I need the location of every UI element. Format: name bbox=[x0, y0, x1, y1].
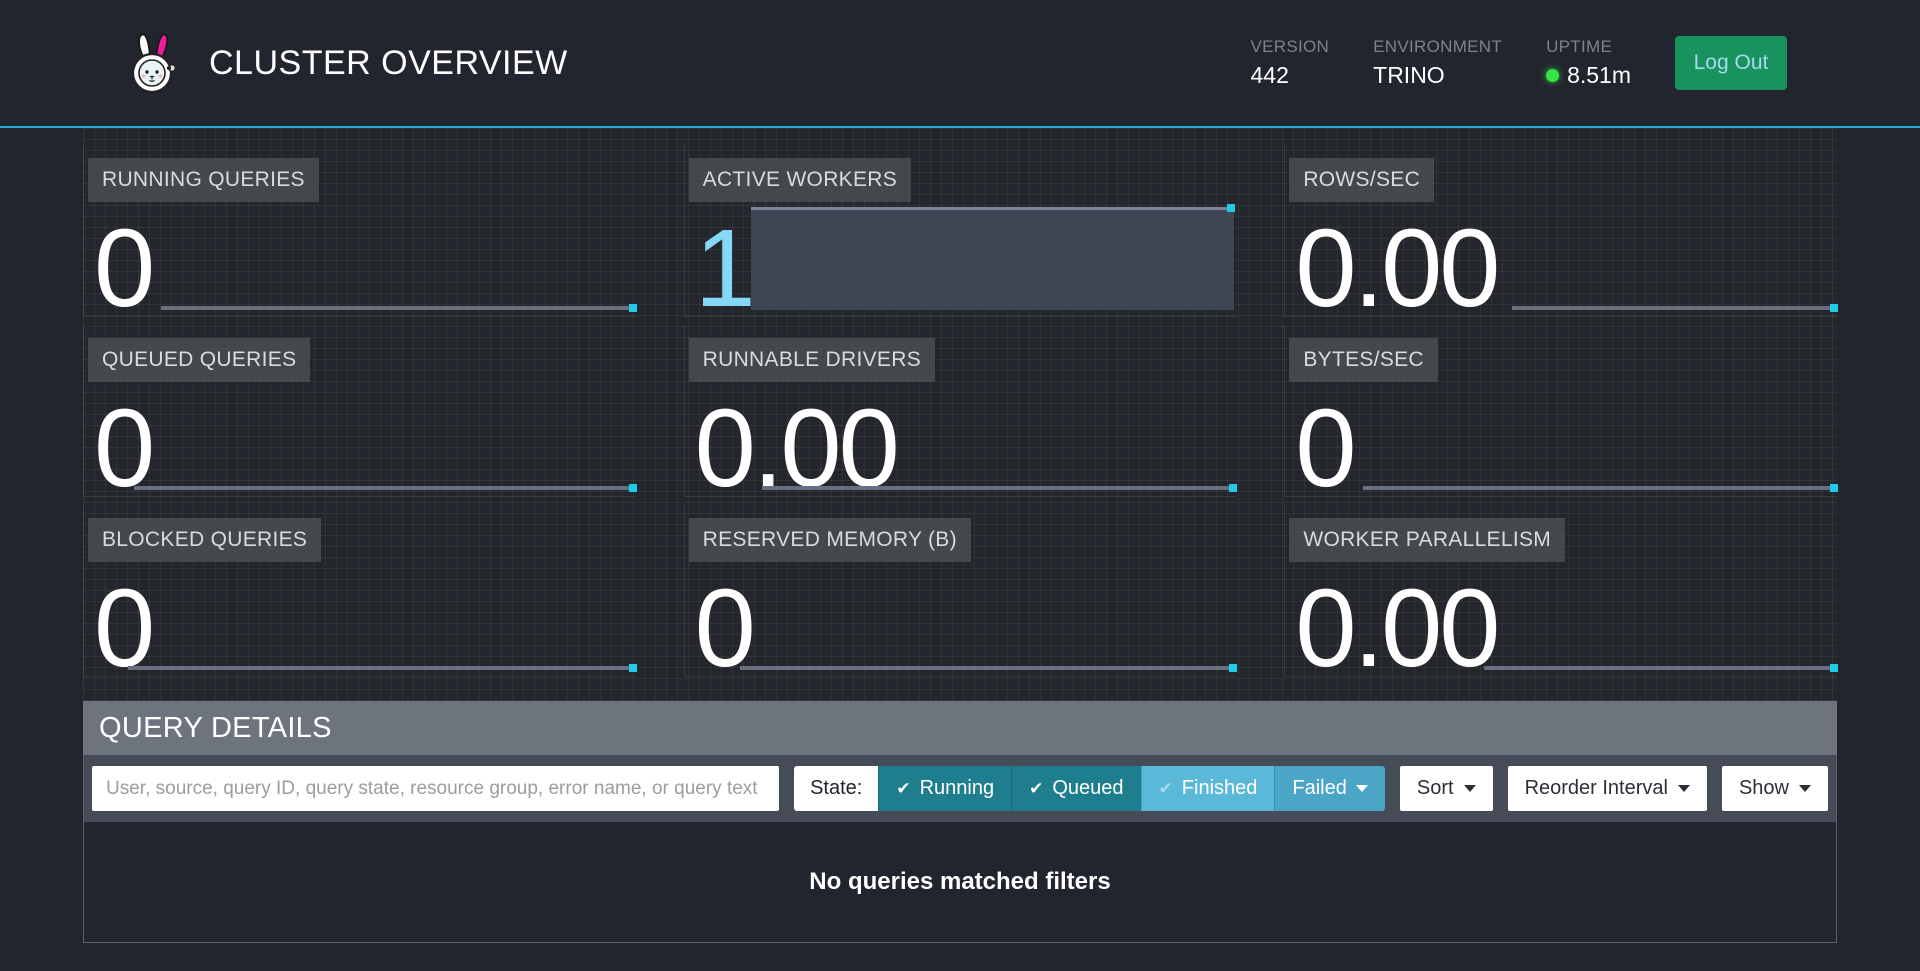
metric-value: 0 bbox=[1295, 386, 1356, 510]
metric-value: 0.00 bbox=[694, 386, 900, 510]
uptime-label: UPTIME bbox=[1546, 37, 1613, 56]
metric-value: 0 bbox=[94, 386, 155, 510]
active-workers-bar-chart bbox=[750, 204, 1235, 310]
header-brand: CLUSTER OVERVIEW bbox=[83, 31, 568, 95]
metric-value: 0 bbox=[694, 566, 756, 690]
sparkline-chart bbox=[161, 304, 638, 312]
sort-label: Sort bbox=[1416, 777, 1454, 799]
sparkline-chart bbox=[739, 664, 1237, 672]
app-header: CLUSTER OVERVIEW VERSION 442 ENVIRONMENT… bbox=[0, 0, 1920, 128]
caret-down-icon bbox=[1677, 785, 1690, 792]
metric-label: BYTES/SEC bbox=[1289, 338, 1438, 382]
state-filter-queued-label: Queued bbox=[1052, 777, 1124, 799]
metric-card-reserved-memory: RESERVED MEMORY (B) 0 bbox=[683, 505, 1237, 690]
sort-dropdown-button[interactable]: Sort bbox=[1399, 766, 1493, 811]
state-filter-finished[interactable]: ✔ Finished bbox=[1140, 766, 1275, 811]
check-icon: ✔ bbox=[896, 778, 911, 798]
metric-value: 0.00 bbox=[1295, 206, 1500, 330]
version-value: 442 bbox=[1250, 62, 1289, 88]
state-filter-running[interactable]: ✔ Running bbox=[878, 766, 1012, 811]
sparkline-chart bbox=[1362, 484, 1839, 492]
sparkline-chart bbox=[1483, 664, 1839, 672]
state-filter-label: State: bbox=[794, 766, 879, 811]
uptime-status-dot-icon bbox=[1546, 69, 1560, 82]
query-details-panel: State: ✔ Running ✔ Queued ✔ Finished Fai… bbox=[83, 755, 1837, 943]
metric-card-running-queries: RUNNING QUERIES 0 bbox=[83, 145, 638, 330]
metric-value: 0 bbox=[94, 206, 155, 330]
caret-down-icon bbox=[1799, 785, 1811, 792]
metric-label: ACTIVE WORKERS bbox=[688, 158, 912, 202]
metric-card-runnable-drivers: RUNNABLE DRIVERS 0.00 bbox=[683, 325, 1238, 510]
version-label: VERSION bbox=[1250, 37, 1330, 56]
sparkline-chart bbox=[128, 664, 637, 672]
show-dropdown-button[interactable]: Show bbox=[1721, 766, 1828, 811]
state-filter-failed-dropdown[interactable]: Failed bbox=[1274, 766, 1385, 811]
metric-label: WORKER PARALLELISM bbox=[1289, 518, 1566, 562]
sparkline-chart bbox=[1511, 304, 1838, 312]
metric-card-queued-queries: QUEUED QUERIES 0 bbox=[83, 325, 637, 510]
header-status-group: VERSION 442 ENVIRONMENT TRINO UPTIME 8.5… bbox=[1251, 36, 1787, 90]
show-label: Show bbox=[1738, 777, 1789, 799]
environment-value: TRINO bbox=[1373, 62, 1445, 88]
reorder-interval-dropdown-button[interactable]: Reorder Interval bbox=[1507, 766, 1707, 811]
metric-card-worker-parallelism: WORKER PARALLELISM 0.00 bbox=[1284, 505, 1839, 690]
state-filter-queued[interactable]: ✔ Queued bbox=[1011, 766, 1141, 811]
check-icon: ✔ bbox=[1029, 778, 1044, 798]
state-filter-finished-label: Finished bbox=[1181, 777, 1258, 799]
metric-card-blocked-queries: BLOCKED QUERIES 0 bbox=[83, 505, 637, 690]
uptime-stat: UPTIME 8.51m bbox=[1546, 37, 1631, 89]
state-filter-running-label: Running bbox=[919, 777, 995, 799]
metric-label: RUNNABLE DRIVERS bbox=[688, 338, 936, 382]
metric-card-active-workers: ACTIVE WORKERS 1 bbox=[683, 145, 1237, 330]
state-filter-group: State: ✔ Running ✔ Queued ✔ Finished Fai… bbox=[794, 766, 1385, 811]
environment-stat: ENVIRONMENT TRINO bbox=[1373, 37, 1502, 89]
query-details-header: QUERY DETAILS bbox=[83, 701, 1837, 755]
query-search-input[interactable] bbox=[92, 766, 780, 811]
page-title: CLUSTER OVERVIEW bbox=[209, 43, 568, 82]
check-icon: ✔ bbox=[1158, 778, 1173, 798]
logout-button[interactable]: Log Out bbox=[1675, 36, 1787, 90]
caret-down-icon bbox=[1463, 785, 1476, 792]
metric-label: ROWS/SEC bbox=[1289, 158, 1435, 202]
query-list-empty-area: No queries matched filters bbox=[84, 822, 1836, 942]
metric-label: BLOCKED QUERIES bbox=[88, 518, 322, 562]
state-filter-failed-label: Failed bbox=[1292, 777, 1347, 799]
metric-value: 0.00 bbox=[1295, 566, 1500, 690]
query-filter-toolbar: State: ✔ Running ✔ Queued ✔ Finished Fai… bbox=[84, 755, 1836, 822]
metric-label: RESERVED MEMORY (B) bbox=[688, 518, 971, 562]
uptime-value: 8.51m bbox=[1567, 62, 1631, 88]
trino-bunny-logo-icon bbox=[125, 31, 179, 95]
metric-value: 1 bbox=[694, 206, 756, 330]
uptime-value-row: 8.51m bbox=[1546, 62, 1631, 89]
environment-label: ENVIRONMENT bbox=[1373, 37, 1503, 56]
metric-card-bytes-per-sec: BYTES/SEC 0 bbox=[1284, 325, 1839, 510]
metric-card-rows-per-sec: ROWS/SEC 0.00 bbox=[1284, 145, 1838, 330]
sparkline-chart bbox=[761, 484, 1238, 492]
sparkline-chart bbox=[133, 484, 637, 492]
reorder-interval-label: Reorder Interval bbox=[1524, 777, 1668, 799]
main-content: RUNNING QUERIES 0 ACTIVE WORKERS 1 ROWS/… bbox=[0, 128, 1920, 943]
empty-message: No queries matched filters bbox=[809, 868, 1111, 895]
metrics-grid: RUNNING QUERIES 0 ACTIVE WORKERS 1 ROWS/… bbox=[83, 128, 1839, 701]
caret-down-icon bbox=[1355, 785, 1368, 792]
metric-label: RUNNING QUERIES bbox=[88, 158, 319, 202]
query-details-title: QUERY DETAILS bbox=[99, 711, 332, 744]
metric-value: 0 bbox=[94, 566, 155, 690]
version-stat: VERSION 442 bbox=[1251, 37, 1330, 89]
metric-label: QUEUED QUERIES bbox=[88, 338, 311, 382]
